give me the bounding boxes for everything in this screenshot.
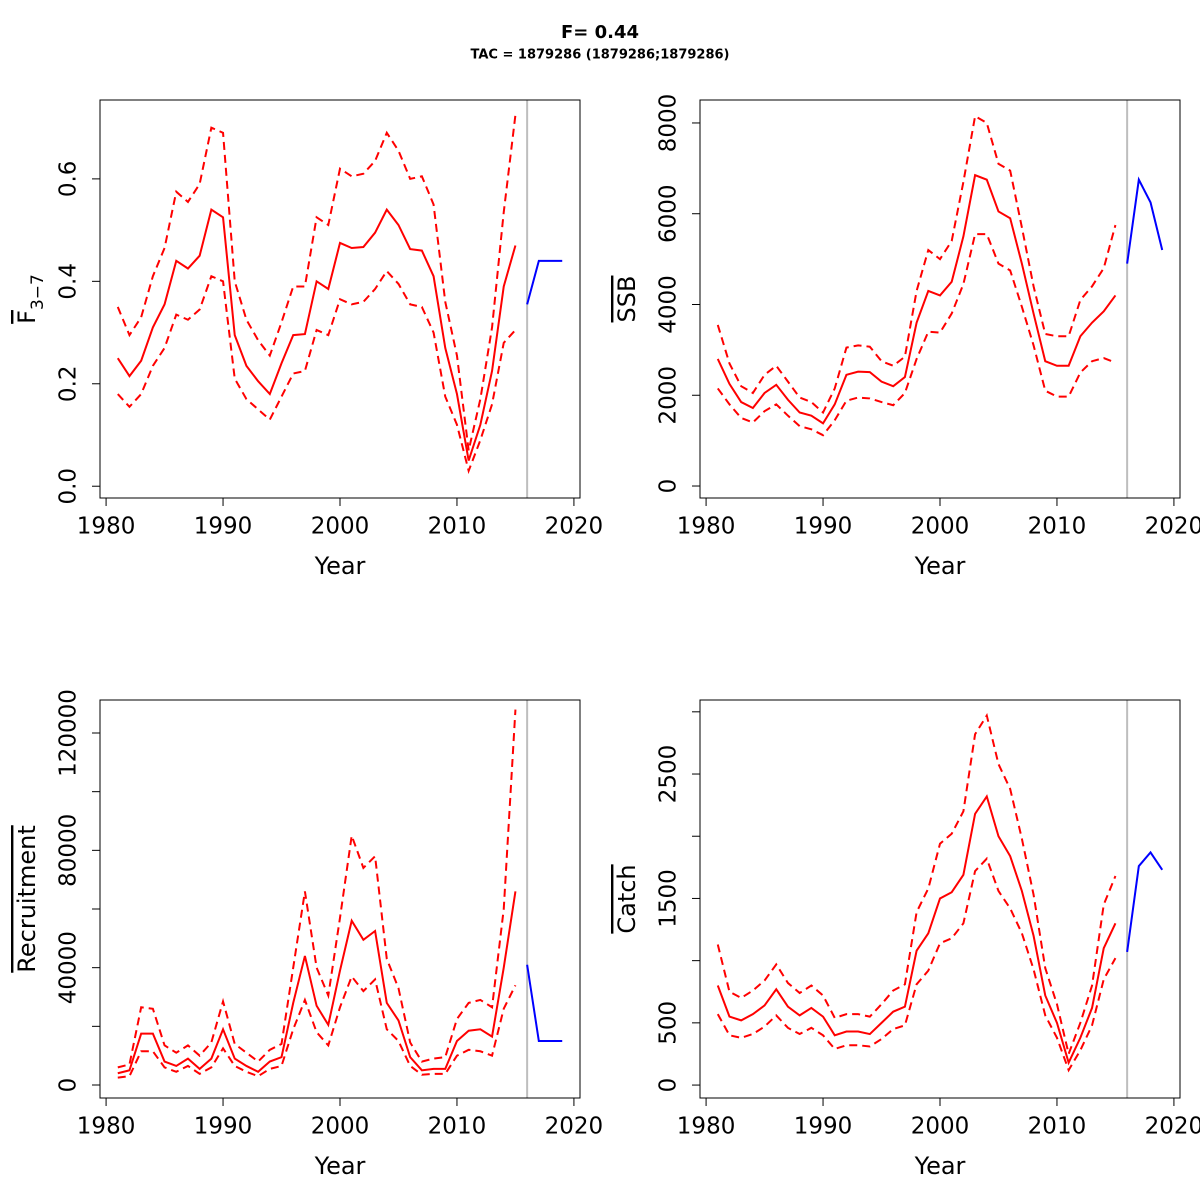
plot-frame bbox=[99, 699, 581, 1099]
x-tick-label: 2010 bbox=[1028, 1114, 1087, 1140]
y-tick-label: 0 bbox=[656, 1078, 682, 1093]
title: F= 0.44 bbox=[561, 22, 639, 43]
y-tick-label: 2000 bbox=[656, 366, 682, 425]
confidence-line bbox=[716, 856, 1117, 1073]
subtitle: TAC = 1879286 (1879286;1879286) bbox=[471, 48, 730, 63]
y-tick-label: 1500 bbox=[656, 869, 682, 928]
confidence-line bbox=[117, 974, 517, 1079]
x-tick-label: 2000 bbox=[911, 514, 970, 540]
x-tick-label: 2010 bbox=[428, 1114, 487, 1140]
y-axis-label-main: Catch bbox=[613, 864, 641, 933]
x-axis-label: Year bbox=[914, 552, 966, 580]
estimate-line bbox=[117, 891, 517, 1075]
x-tick-label: 1980 bbox=[77, 1114, 136, 1140]
estimate-line bbox=[1126, 850, 1164, 953]
y-tick-label: 4000 bbox=[656, 275, 682, 334]
y-axis-label-main: Recruitment bbox=[13, 825, 41, 972]
x-tick-label: 1990 bbox=[794, 1114, 853, 1140]
y-tick-label: 0.6 bbox=[56, 161, 82, 198]
y-axis-label: SSB bbox=[613, 276, 641, 323]
estimate-line bbox=[526, 964, 563, 1042]
estimate-line bbox=[716, 794, 1117, 1066]
y-tick-label: 2500 bbox=[656, 745, 682, 804]
confidence-line bbox=[716, 713, 1117, 1058]
x-tick-label: 2010 bbox=[428, 514, 487, 540]
estimate-line bbox=[716, 173, 1117, 425]
x-axis-label: Year bbox=[314, 552, 366, 580]
x-tick-label: 2020 bbox=[545, 514, 604, 540]
plot-frame bbox=[99, 99, 581, 499]
x-tick-label: 1990 bbox=[194, 1114, 253, 1140]
y-tick-label: 80000 bbox=[56, 814, 82, 887]
confidence-line bbox=[117, 269, 517, 475]
x-tick-label: 2000 bbox=[311, 514, 370, 540]
y-axis-label: F3−7 bbox=[13, 274, 48, 324]
y-tick-label: 0.0 bbox=[56, 468, 82, 505]
estimate-line bbox=[116, 207, 517, 461]
x-tick-label: 1980 bbox=[677, 514, 736, 540]
confidence-line bbox=[716, 114, 1117, 415]
plot-frame bbox=[699, 99, 1181, 499]
y-axis-label-main: F bbox=[13, 310, 41, 324]
confidence-line bbox=[716, 233, 1116, 437]
estimate-line bbox=[526, 259, 563, 305]
y-tick-label: 0.4 bbox=[56, 263, 82, 300]
y-tick-label: 120000 bbox=[56, 689, 82, 777]
y-tick-label: 6000 bbox=[656, 184, 682, 243]
y-axis-label-sub: 3−7 bbox=[28, 274, 48, 310]
plot-frame bbox=[699, 699, 1181, 1099]
x-tick-label: 2020 bbox=[1145, 514, 1200, 540]
y-axis-label: Catch bbox=[613, 864, 641, 933]
x-tick-label: 2020 bbox=[1145, 1114, 1200, 1140]
x-tick-label: 1980 bbox=[677, 1114, 736, 1140]
y-tick-label: 0.2 bbox=[56, 365, 82, 402]
y-axis-label-main: SSB bbox=[613, 276, 641, 323]
x-tick-label: 2020 bbox=[545, 1114, 604, 1140]
confidence-line bbox=[117, 709, 517, 1069]
x-tick-label: 1990 bbox=[194, 514, 253, 540]
x-axis-label: Year bbox=[914, 1152, 966, 1180]
x-tick-label: 2000 bbox=[311, 1114, 370, 1140]
confidence-line bbox=[116, 114, 517, 451]
x-tick-label: 1990 bbox=[794, 514, 853, 540]
y-tick-label: 0 bbox=[56, 1078, 82, 1093]
y-tick-label: 8000 bbox=[656, 94, 682, 153]
x-axis-label: Year bbox=[314, 1152, 366, 1180]
x-tick-label: 2010 bbox=[1028, 514, 1087, 540]
estimate-line bbox=[1126, 176, 1164, 264]
y-tick-label: 40000 bbox=[56, 931, 82, 1004]
x-tick-label: 1980 bbox=[77, 514, 136, 540]
y-tick-label: 0 bbox=[656, 479, 682, 494]
y-axis-label: Recruitment bbox=[13, 825, 41, 972]
y-tick-label: 500 bbox=[656, 1001, 682, 1045]
x-tick-label: 2000 bbox=[911, 1114, 970, 1140]
